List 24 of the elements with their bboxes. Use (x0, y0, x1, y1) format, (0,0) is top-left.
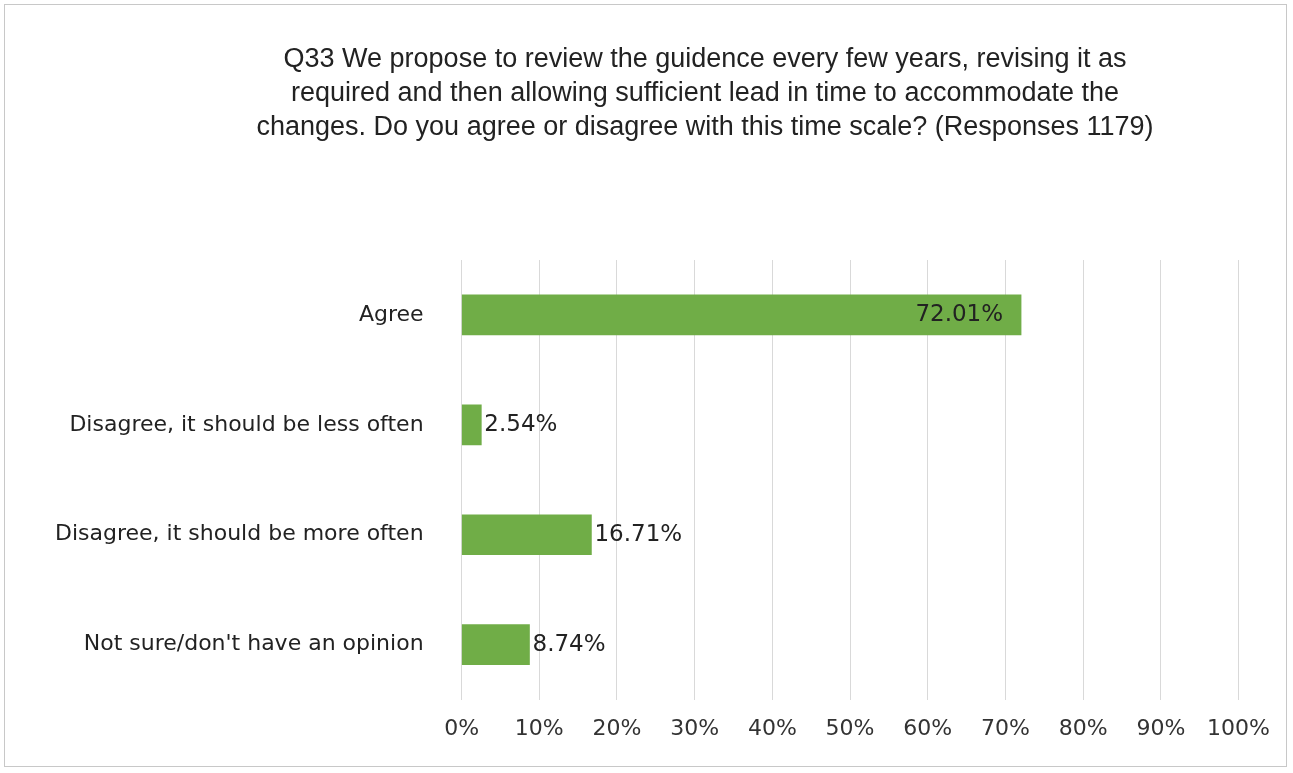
data-label: 72.01% (915, 299, 1004, 326)
bar (461, 624, 530, 665)
x-tick-label: 20% (592, 714, 642, 740)
data-label: 8.74% (532, 629, 606, 656)
bar (461, 404, 482, 446)
chart-title: Q33 We propose to review the guidence every few years, revising it as required and then allowing sufficient lead in time to accommodate the changes. Do you agree or disagree with this time scale? (Responses 1179) (255, 42, 1155, 143)
data-label: 2.54% (484, 409, 558, 436)
x-tick-label: 80% (1058, 714, 1108, 740)
x-tick-label: 0% (444, 714, 480, 740)
x-tick-label: 10% (514, 714, 564, 740)
x-tick-label: 50% (825, 714, 875, 740)
y-tick-label: Disagree, it should be less often (69, 410, 424, 436)
x-tick-label: 40% (747, 714, 797, 740)
x-tick-label: 30% (670, 714, 720, 740)
x-tick-label: 60% (903, 714, 953, 740)
y-tick-label: Agree (358, 300, 424, 326)
x-tick-label: 90% (1136, 714, 1186, 740)
y-tick-label: Disagree, it should be more often (54, 520, 424, 546)
x-tick-label: 70% (981, 714, 1030, 740)
bar (461, 294, 1022, 336)
data-label: 16.71% (594, 519, 683, 546)
bar (461, 514, 592, 556)
y-tick-label: Not sure/don't have an opinion (83, 630, 424, 656)
x-tick-label: 100% (1207, 714, 1271, 740)
